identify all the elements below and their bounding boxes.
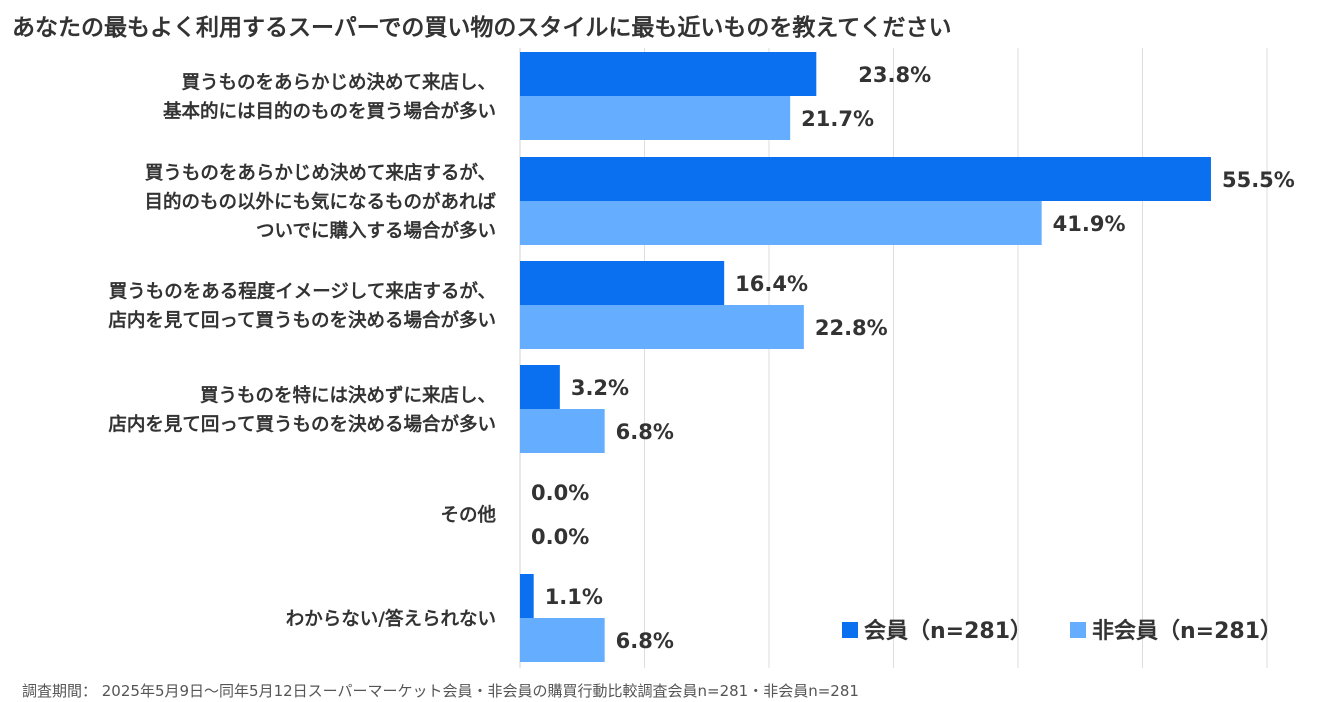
survey-footnote: 調査期間： 2025年5月9日〜同年5月12日スーパーマーケット会員・非会員の購…	[22, 682, 859, 700]
category-label: 買うものをあらかじめ決めて来店するが、	[145, 162, 496, 184]
data-label: 41.9%	[1053, 212, 1126, 236]
data-label: 6.8%	[616, 629, 674, 653]
legend-label-nonmember: 非会員（n=281）	[1092, 618, 1282, 644]
data-label: 1.1%	[545, 585, 603, 609]
data-label: 22.8%	[815, 316, 888, 340]
bar-member	[520, 157, 1211, 201]
bar-nonmember	[520, 305, 804, 349]
legend-swatch-nonmember	[1070, 622, 1086, 638]
category-label: その他	[440, 504, 496, 526]
category-label: 買うものをあらかじめ決めて来店し、	[181, 72, 496, 94]
data-label: 21.7%	[801, 107, 874, 131]
bar-nonmember	[520, 618, 605, 662]
data-label: 3.2%	[571, 376, 629, 400]
category-label: 目的のもの以外にも気になるものがあれば	[144, 191, 496, 213]
bar-member	[520, 52, 817, 96]
legend-label-member: 会員（n=281）	[864, 618, 1032, 644]
data-label: 0.0%	[531, 481, 589, 505]
category-label: 買うものを特には決めずに来店し、	[200, 385, 496, 407]
legend-swatch-member	[842, 622, 858, 638]
category-label: 店内を見て回って買うものを決める場合が多い	[108, 310, 496, 332]
data-label: 55.5%	[1222, 168, 1295, 192]
category-label: 店内を見て回って買うものを決める場合が多い	[108, 414, 496, 436]
bar-member	[520, 574, 534, 618]
bar-member	[520, 365, 560, 409]
bar-nonmember	[520, 201, 1042, 245]
category-label: わからない/答えられない	[286, 608, 496, 630]
data-label: 6.8%	[616, 420, 674, 444]
chart-title: あなたの最もよく利用するスーパーでの買い物のスタイルに最も近いものを教えてくださ…	[12, 15, 952, 41]
bar-nonmember	[520, 96, 791, 140]
data-label: 23.8%	[858, 63, 931, 87]
bar-nonmember	[520, 409, 605, 453]
category-label: 買うものをある程度イメージして来店するが、	[109, 281, 496, 303]
data-label: 16.4%	[735, 272, 808, 296]
data-label: 0.0%	[531, 525, 589, 549]
category-label: ついでに購入する場合が多い	[256, 220, 496, 242]
category-label: 基本的には目的のものを買う場合が多い	[163, 101, 496, 123]
bar-member	[520, 261, 725, 305]
